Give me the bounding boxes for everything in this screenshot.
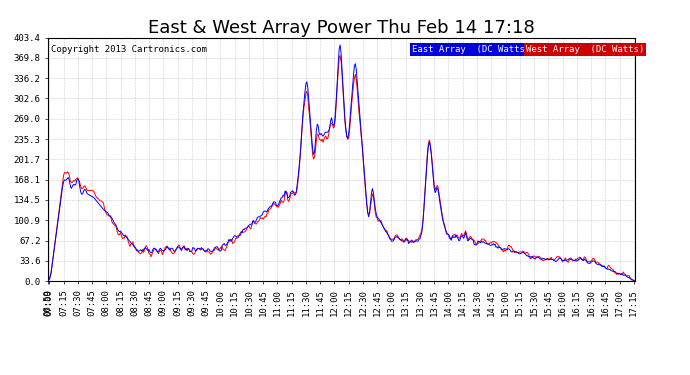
Title: East & West Array Power Thu Feb 14 17:18: East & West Array Power Thu Feb 14 17:18	[148, 20, 535, 38]
Text: Copyright 2013 Cartronics.com: Copyright 2013 Cartronics.com	[51, 45, 207, 54]
Text: East Array  (DC Watts): East Array (DC Watts)	[412, 45, 530, 54]
Text: West Array  (DC Watts): West Array (DC Watts)	[526, 45, 644, 54]
